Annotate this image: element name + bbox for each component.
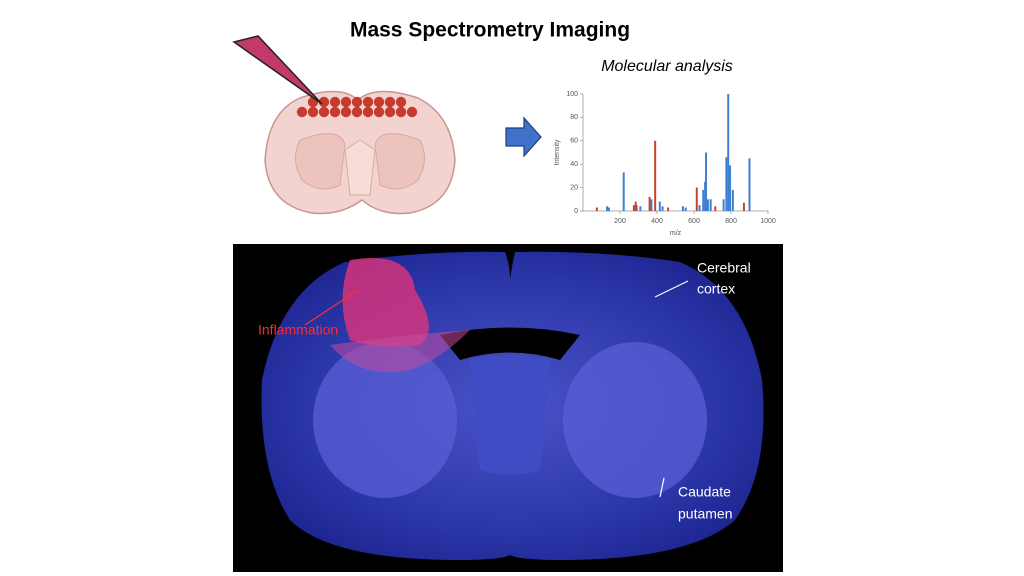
arrow: [505, 116, 542, 158]
cortex-label: cortex: [697, 281, 735, 297]
spot: [318, 96, 330, 108]
y-tick-label: 40: [570, 161, 578, 168]
y-tick-label: 60: [570, 138, 578, 145]
bar: [714, 206, 717, 211]
bar: [632, 205, 635, 211]
bar: [607, 207, 610, 211]
msi-image: [233, 244, 783, 572]
spot: [362, 96, 374, 108]
brain-diagram: [264, 90, 456, 215]
x-tick-label: 200: [614, 218, 626, 225]
probe: [232, 35, 323, 105]
putamen-label: putamen: [678, 506, 732, 522]
spot: [384, 106, 396, 118]
spectrum-chart: 0 20 40 60 80 100 200 400 600 800 1000 m/z Intensity: [554, 91, 776, 237]
subtitle: Molecular analysis: [601, 58, 733, 75]
bar: [729, 165, 732, 211]
spot: [307, 106, 319, 118]
x-tick-label: 600: [688, 218, 700, 225]
spot: [329, 96, 341, 108]
spot: [362, 106, 374, 118]
bar: [681, 206, 684, 211]
spot: [340, 106, 352, 118]
spot: [340, 96, 352, 108]
spot: [395, 106, 407, 118]
bar: [606, 206, 609, 211]
bar: [661, 206, 664, 211]
bar: [595, 207, 598, 211]
y-tick-label: 80: [570, 114, 578, 121]
bar: [634, 201, 637, 211]
bar: [622, 172, 625, 211]
bar: [684, 207, 687, 211]
spot: [351, 96, 363, 108]
bar: [742, 202, 745, 211]
bar: [709, 199, 712, 211]
bar: [731, 189, 734, 211]
bar: [748, 158, 751, 211]
bar: [722, 199, 725, 211]
x-axis-label: m/z: [670, 230, 682, 237]
bar: [706, 199, 709, 211]
spot: [384, 96, 396, 108]
cortex-label: Cerebral: [697, 260, 751, 276]
y-tick-label: 0: [574, 208, 578, 215]
bar: [695, 187, 698, 211]
spot: [395, 96, 407, 108]
bar: [639, 206, 642, 211]
bar: [705, 152, 708, 211]
bar: [654, 140, 657, 211]
spot: [373, 106, 385, 118]
y-tick-label: 20: [570, 184, 578, 191]
spot: [351, 106, 363, 118]
sampling-spots: [296, 96, 418, 118]
spot: [296, 106, 308, 118]
spot: [329, 106, 341, 118]
y-tick-label: 100: [566, 91, 578, 98]
bar: [667, 207, 670, 211]
y-axis-label: Intensity: [554, 139, 561, 166]
bar: [658, 201, 661, 211]
title: Mass Spectrometry Imaging: [350, 19, 630, 42]
bar: [698, 205, 701, 211]
spot: [318, 106, 330, 118]
spot: [373, 96, 385, 108]
bar: [650, 199, 653, 211]
inflammation-label: Inflammation: [258, 322, 338, 338]
x-tick-label: 800: [725, 218, 737, 225]
bar: [702, 189, 705, 211]
putamen-label: Caudate: [678, 484, 731, 500]
spot: [406, 106, 418, 118]
x-tick-label: 1000: [760, 218, 776, 225]
bar: [725, 157, 728, 211]
x-tick-label: 400: [651, 218, 663, 225]
bar: [727, 94, 730, 211]
bar: [648, 196, 651, 211]
